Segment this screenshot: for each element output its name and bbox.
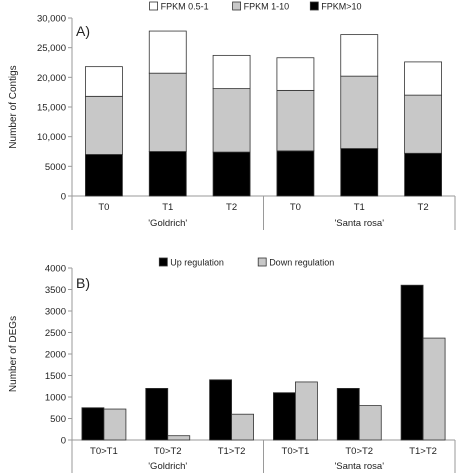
bar-fpkm-0-5-1-1 (85, 66, 123, 97)
bar-fpkm-0-5-1-3 (212, 54, 251, 90)
group-label: 'Goldrich' (148, 461, 187, 472)
y-tick-label: 1000 (45, 393, 66, 404)
bar-fpkm-10-6 (404, 152, 442, 197)
group-label: 'Santa rosa' (334, 218, 384, 229)
bar-up-regulation-5 (336, 387, 360, 441)
x-tick-label: T1>T2 (218, 446, 246, 457)
panel-label: A) (76, 23, 90, 39)
bar-fpkm-10-2 (148, 151, 187, 197)
bar-down-regulation-3 (231, 413, 254, 441)
y-axis-label: Number of Contigs (8, 65, 19, 148)
x-tick-label: T0>T2 (345, 446, 373, 457)
bar-fpkm-0-5-1-5 (340, 34, 379, 77)
x-tick-label: T0 (98, 202, 109, 213)
y-tick-label: 3000 (45, 307, 66, 318)
y-tick-label: 500 (50, 414, 66, 425)
legend-swatch (158, 257, 168, 267)
y-axis-label: Number of DEGs (8, 316, 19, 392)
bar-fpkm-10-5 (340, 148, 379, 197)
x-tick-label: T1>T2 (409, 446, 437, 457)
legend-swatch (149, 1, 159, 11)
x-tick-label: T1 (354, 202, 365, 213)
bar-fpkm-1-10-4 (276, 89, 315, 152)
x-tick-label: T2 (418, 202, 429, 213)
legend-label: Down regulation (269, 258, 334, 268)
x-tick-label: T0>T1 (90, 446, 118, 457)
y-tick-label: 4000 (45, 264, 66, 275)
y-tick-label: 30,000 (37, 14, 66, 25)
bar-fpkm-0-5-1-6 (404, 61, 442, 96)
y-tick-label: 2000 (45, 350, 66, 361)
y-tick-label: 0 (61, 192, 66, 203)
x-tick-label: T0>T2 (154, 446, 182, 457)
y-tick-label: 5000 (45, 162, 66, 173)
bar-fpkm-1-10-2 (148, 72, 187, 152)
bar-fpkm-10-1 (85, 154, 123, 197)
y-tick-label: 20,000 (37, 73, 66, 84)
y-tick-label: 15,000 (37, 103, 66, 114)
bar-up-regulation-1 (81, 407, 105, 441)
bar-down-regulation-1 (103, 408, 127, 441)
legend-label: FPKM 1-10 (244, 2, 290, 12)
bar-up-regulation-6 (400, 284, 424, 441)
bar-down-regulation-2 (167, 435, 191, 441)
bar-fpkm-0-5-1-2 (148, 30, 187, 74)
y-tick-label: 25,000 (37, 43, 66, 54)
legend-item: Up regulation (158, 257, 224, 268)
legend-label: Up regulation (170, 258, 224, 268)
bar-down-regulation-5 (358, 405, 382, 441)
chart-panel-b: 0 500 1000 1500 2000 2500 3000 3500 4000 Number o… (8, 257, 456, 473)
bar-down-regulation-4 (295, 381, 318, 441)
group-label: 'Goldrich' (148, 218, 187, 229)
legend-swatch (232, 1, 242, 11)
x-tick-label: T0>T1 (282, 446, 310, 457)
bar-up-regulation-3 (209, 379, 232, 441)
legend-swatch (309, 1, 319, 11)
bar-up-regulation-2 (145, 387, 169, 441)
legend-item: FPKM 1-10 (232, 1, 290, 12)
y-tick-label: 3500 (45, 285, 66, 296)
bar-fpkm-1-10-1 (85, 95, 123, 155)
y-tick-label: 2500 (45, 328, 66, 339)
bar-fpkm-10-3 (212, 151, 251, 197)
bar-fpkm-1-10-5 (340, 75, 379, 149)
bar-down-regulation-6 (422, 337, 446, 441)
chart-panel-a: 0 5000 10,000 15,000 20,000 25,000 30,000 Numbe… (8, 1, 456, 230)
y-tick-label: 10,000 (37, 132, 66, 143)
group-label: 'Santa rosa' (334, 461, 384, 472)
legend-item: Down regulation (257, 257, 334, 268)
bar-fpkm-10-4 (276, 150, 315, 197)
y-tick-label: 0 (61, 436, 66, 447)
y-tick-label: 1500 (45, 371, 66, 382)
x-tick-label: T1 (162, 202, 173, 213)
bar-up-regulation-4 (273, 392, 296, 441)
bar-fpkm-1-10-6 (404, 94, 442, 154)
legend-swatch (257, 257, 267, 267)
bar-fpkm-1-10-3 (212, 88, 251, 153)
legend-item: FPKM>10 (309, 1, 362, 12)
x-tick-label: T2 (226, 202, 237, 213)
legend-label: FPKM>10 (321, 2, 361, 12)
bar-fpkm-0-5-1-4 (276, 57, 315, 91)
legend-item: FPKM 0.5-1 (149, 1, 209, 12)
panel-label: B) (76, 275, 90, 291)
legend-label: FPKM 0.5-1 (161, 2, 209, 12)
x-tick-label: T0 (290, 202, 301, 213)
